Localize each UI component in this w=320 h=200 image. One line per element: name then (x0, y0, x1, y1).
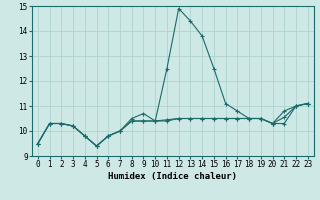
X-axis label: Humidex (Indice chaleur): Humidex (Indice chaleur) (108, 172, 237, 181)
